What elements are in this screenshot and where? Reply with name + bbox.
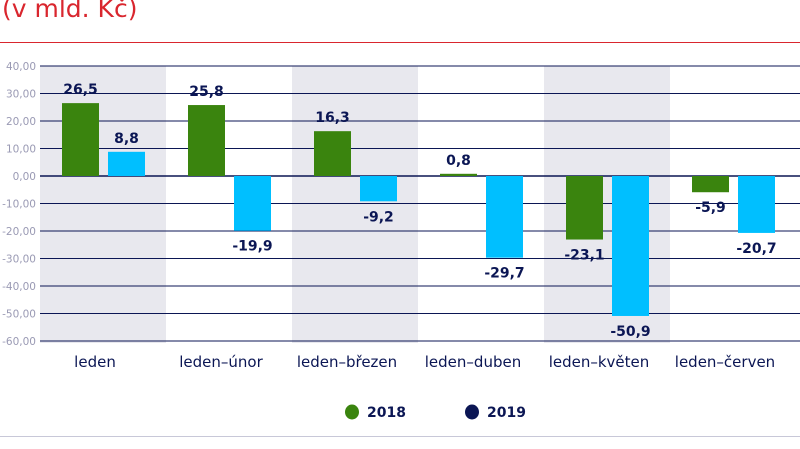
category-band: [292, 66, 418, 343]
bar-2018: [692, 176, 729, 193]
x-category-label: leden–červen: [675, 353, 775, 371]
y-tick-label: 10,00: [6, 144, 36, 156]
y-tick-label: 40,00: [6, 61, 36, 73]
bar-2019: [486, 176, 523, 258]
legend-marker-2019: [465, 404, 479, 420]
data-label: -19,9: [232, 239, 272, 255]
y-tick-label: 20,00: [6, 116, 36, 128]
data-label: -29,7: [484, 266, 524, 282]
bar-2019: [108, 151, 145, 176]
category-band: [40, 66, 166, 343]
data-label: -5,9: [695, 200, 726, 216]
x-category-label: leden–únor: [179, 353, 263, 371]
x-category-label: leden: [74, 353, 116, 371]
y-tick-label: 30,00: [6, 89, 36, 101]
data-label: 26,5: [63, 82, 98, 98]
bar-2019: [360, 176, 397, 202]
x-category-label: leden–březen: [297, 353, 397, 371]
title-divider: [0, 42, 800, 43]
data-label: -50,9: [610, 324, 650, 340]
x-category-label: leden–duben: [425, 353, 521, 371]
legend-label: 2019: [487, 405, 526, 421]
bar-2018: [188, 105, 225, 176]
x-category-label: leden–květen: [549, 353, 650, 371]
bar-2019: [234, 176, 271, 231]
bar-2019: [612, 176, 649, 316]
data-label: -9,2: [363, 209, 394, 225]
y-tick-label: -50,00: [2, 309, 36, 321]
data-label: 0,8: [446, 153, 471, 169]
data-label: 25,8: [189, 84, 224, 100]
bar-2018: [440, 173, 477, 176]
bar-2018: [314, 131, 351, 176]
y-tick-label: -20,00: [2, 226, 36, 238]
bar-2018: [62, 103, 99, 176]
y-tick-label: 0,00: [13, 171, 36, 183]
chart-title: (v mld. Kč): [2, 0, 138, 23]
category-band: [544, 66, 670, 343]
data-label: -20,7: [736, 241, 776, 257]
y-tick-label: -10,00: [2, 199, 36, 211]
y-tick-label: -40,00: [2, 281, 36, 293]
legend-marker-2018: [345, 404, 359, 420]
bar-2018: [566, 176, 603, 240]
data-label: 8,8: [114, 131, 139, 147]
data-label: 16,3: [315, 110, 350, 126]
legend-label: 2018: [367, 405, 406, 421]
bar-2019: [738, 176, 775, 233]
y-tick-label: -30,00: [2, 254, 36, 266]
data-label: -23,1: [564, 248, 604, 264]
footer-divider: [0, 436, 800, 437]
y-tick-label: -60,00: [2, 336, 36, 348]
